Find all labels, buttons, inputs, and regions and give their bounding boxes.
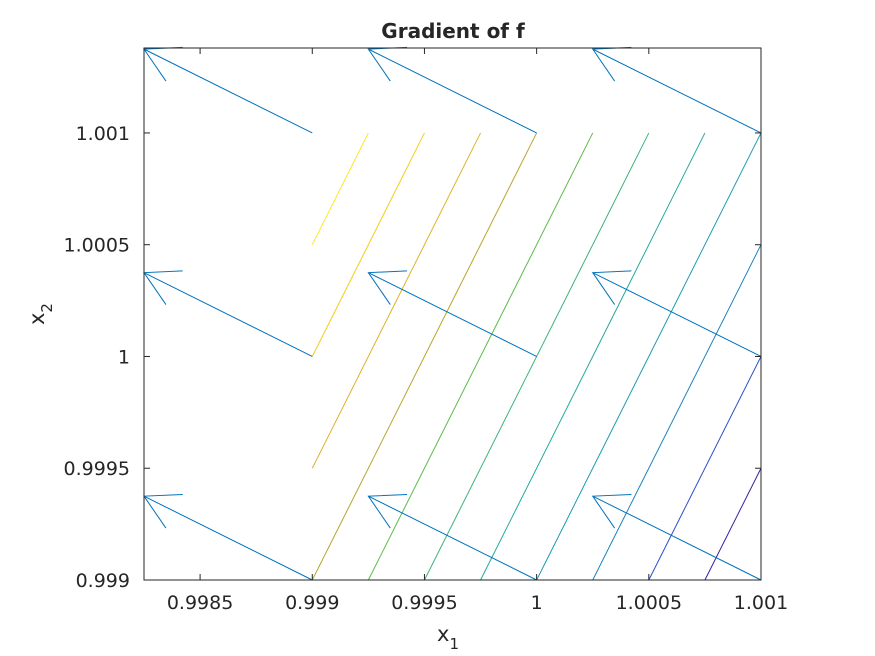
y-tick-label-4: 1.0005 <box>64 235 130 257</box>
contour-line-3 <box>311 132 481 469</box>
gradient-arrow-6 <box>591 270 762 357</box>
x-tick-label-3: 0.9995 <box>391 592 457 614</box>
x-tick-label-6: 1.001 <box>734 592 788 614</box>
contour-line-5 <box>367 132 594 581</box>
x-axis-label-subscript: 1 <box>449 635 459 653</box>
y-axis-label-main: x <box>25 313 49 325</box>
contour-line-8 <box>536 132 762 581</box>
contour-line-2 <box>311 132 425 357</box>
y-tick-label-2: 0.9995 <box>64 458 130 480</box>
contour-line-7 <box>480 132 706 581</box>
y-axis-ticks: 0.999 0.9995 1 1.0005 1.001 <box>64 123 761 592</box>
x-tick-label-4: 1 <box>531 592 543 614</box>
gradient-arrow-3 <box>591 493 762 581</box>
chart-title: Gradient of f <box>381 19 525 43</box>
plot-area <box>144 48 761 580</box>
y-tick-label-3: 1 <box>118 346 130 368</box>
contour-line-11 <box>704 468 762 581</box>
x-axis-label-main: x <box>437 622 449 646</box>
contour-line-9 <box>592 244 762 581</box>
axes-box <box>143 47 762 581</box>
x-axis-ticks: 0.9985 0.999 0.9995 1 1.0005 1.001 <box>167 48 788 614</box>
y-axis-label-subscript: 2 <box>38 303 56 313</box>
gradient-arrow-5 <box>367 270 537 357</box>
x-tick-label-1: 0.9985 <box>167 592 233 614</box>
gradient-arrow-2 <box>367 493 537 581</box>
contour-line-1 <box>311 132 369 245</box>
y-axis-label: x2 <box>25 303 56 325</box>
x-axis-label: x1 <box>437 622 459 653</box>
contour-line-4 <box>311 132 538 581</box>
x-tick-label-5: 1.0005 <box>616 592 682 614</box>
contour-line-10 <box>648 356 762 581</box>
y-tick-label-5: 1.001 <box>76 123 130 145</box>
x-tick-label-2: 0.999 <box>285 592 339 614</box>
y-tick-label-1: 0.999 <box>76 570 130 592</box>
